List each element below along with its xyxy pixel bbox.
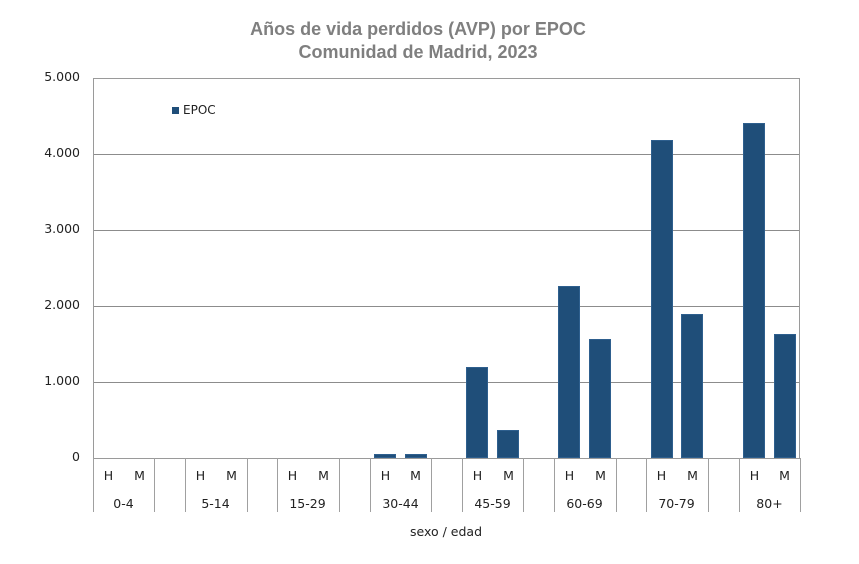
- legend: EPOC: [172, 103, 216, 117]
- axis-separator: [247, 458, 248, 512]
- axis-separator: [800, 458, 801, 512]
- axis-separator: [339, 458, 340, 512]
- axis-separator: [431, 458, 432, 512]
- bar-60-69-M: [589, 339, 611, 458]
- sex-label: H: [564, 468, 575, 483]
- sex-label: H: [656, 468, 667, 483]
- age-group-label: 15-29: [289, 496, 326, 511]
- bar-80+-H: [743, 123, 765, 458]
- axis-separator: [554, 458, 555, 512]
- chart-title-line2: Comunidad de Madrid, 2023: [298, 42, 538, 62]
- x-axis-line: [93, 458, 800, 459]
- chart-title-line1: Años de vida perdidos (AVP) por EPOC: [250, 19, 586, 39]
- axis-separator: [154, 458, 155, 512]
- age-group-label: 70-79: [658, 496, 695, 511]
- sex-label: H: [195, 468, 206, 483]
- axis-separator: [185, 458, 186, 512]
- sex-label: M: [410, 468, 421, 483]
- sex-label: H: [749, 468, 760, 483]
- x-axis-title: sexo / edad: [409, 524, 483, 539]
- axis-separator: [462, 458, 463, 512]
- gridline: [93, 382, 800, 383]
- bar-60-69-H: [558, 286, 580, 458]
- sex-label: H: [380, 468, 391, 483]
- legend-label: EPOC: [183, 103, 216, 117]
- sex-label: H: [472, 468, 483, 483]
- sex-label: M: [687, 468, 698, 483]
- bar-45-59-M: [497, 430, 519, 458]
- axis-separator: [523, 458, 524, 512]
- bar-80+-M: [774, 334, 796, 458]
- age-group-label: 0-4: [113, 496, 134, 511]
- sex-label: M: [226, 468, 237, 483]
- age-group-label: 80+: [756, 496, 783, 511]
- sex-label: H: [103, 468, 114, 483]
- y-tick-label: 1.000: [44, 373, 80, 388]
- age-group-label: 45-59: [474, 496, 511, 511]
- sex-label: M: [779, 468, 790, 483]
- bar-70-79-H: [651, 140, 673, 458]
- gridline: [93, 306, 800, 307]
- sex-label: M: [595, 468, 606, 483]
- axis-separator: [708, 458, 709, 512]
- sex-label: M: [134, 468, 145, 483]
- bar-30-44-H: [374, 454, 396, 458]
- sex-label: H: [287, 468, 298, 483]
- axis-separator: [616, 458, 617, 512]
- axis-separator: [370, 458, 371, 512]
- age-group-label: 60-69: [566, 496, 603, 511]
- bar-70-79-M: [681, 314, 703, 458]
- axis-separator: [646, 458, 647, 512]
- y-tick-label: 4.000: [44, 145, 80, 160]
- y-tick-label: 2.000: [44, 297, 80, 312]
- age-group-label: 30-44: [382, 496, 419, 511]
- y-tick-label: 3.000: [44, 221, 80, 236]
- legend-swatch-icon: [172, 106, 179, 114]
- sex-label: M: [503, 468, 514, 483]
- y-tick-label: 5.000: [44, 69, 80, 84]
- chart-title: Años de vida perdidos (AVP) por EPOC Com…: [0, 18, 836, 64]
- bar-30-44-M: [405, 454, 427, 458]
- plot-area: [93, 78, 800, 458]
- gridline: [93, 230, 800, 231]
- sex-label: M: [318, 468, 329, 483]
- gridline: [93, 154, 800, 155]
- axis-separator: [739, 458, 740, 512]
- axis-separator: [277, 458, 278, 512]
- y-tick-label: 0: [72, 449, 80, 464]
- axis-separator: [93, 458, 94, 512]
- bar-45-59-H: [466, 367, 488, 458]
- age-group-label: 5-14: [201, 496, 230, 511]
